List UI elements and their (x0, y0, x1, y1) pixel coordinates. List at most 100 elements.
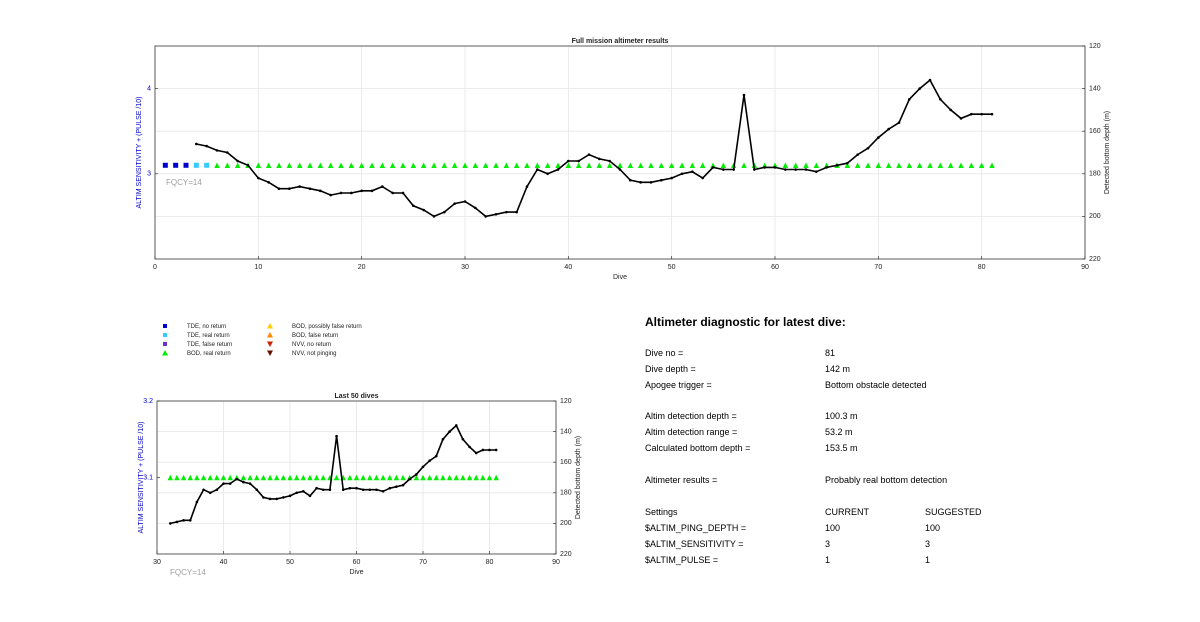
depth-point (525, 185, 529, 188)
bod-marker (947, 162, 954, 169)
depth-series-line (196, 78, 992, 218)
bod-marker (358, 162, 365, 169)
bod-marker (194, 474, 200, 481)
bod-marker (317, 162, 324, 169)
bod-marker (854, 162, 861, 169)
chart-title: Full mission altimeter results (572, 38, 669, 45)
fqcy-annotation: FQCY=14 (166, 178, 202, 187)
plot-area-frame (154, 45, 1086, 260)
depth-point (391, 191, 394, 195)
legend-marker-square (163, 333, 167, 337)
bod-marker (240, 474, 247, 481)
depth-point (494, 212, 498, 216)
sensitivity-label: $ALTIM_SENSITIVITY = (645, 539, 744, 549)
depth-point (773, 166, 777, 169)
legend-marker-triangle-up (267, 332, 273, 338)
depth-point (639, 181, 642, 184)
bod-marker (280, 474, 287, 481)
depth-point (866, 146, 870, 150)
depth-point (887, 127, 890, 131)
bod-marker (276, 162, 282, 169)
depth-point (321, 488, 325, 492)
depth-point (481, 448, 485, 452)
depth-point (598, 157, 601, 161)
depth-point (267, 181, 270, 184)
bod-marker (224, 162, 231, 169)
depth-point (453, 202, 456, 205)
tde-marker (173, 162, 179, 168)
depth-point (474, 206, 477, 210)
depth-point (474, 451, 478, 455)
y-right-tick-label: 160 (560, 459, 572, 466)
bod-marker (466, 474, 473, 481)
depth-point (182, 519, 185, 522)
depth-point (680, 172, 684, 176)
current-header: CURRENT (825, 507, 869, 517)
bod-marker (480, 474, 486, 481)
depth-point (918, 87, 921, 90)
bod-marker (320, 474, 326, 481)
bod-marker (413, 474, 420, 481)
bod-marker (844, 162, 851, 169)
bod-marker (493, 474, 499, 481)
bod-marker (637, 162, 644, 169)
bod-marker (273, 474, 280, 481)
depth-point (742, 93, 746, 97)
legend-label: TDE, false return (187, 342, 232, 348)
depth-point (195, 500, 199, 504)
depth-point (722, 168, 725, 171)
depth-point (949, 108, 952, 112)
bod-marker (227, 474, 233, 481)
fqcy-annotation: FQCY=14 (170, 568, 206, 577)
y-right-tick-label: 180 (1089, 171, 1101, 178)
bod-marker (167, 474, 174, 481)
x-tick-label: 30 (461, 264, 469, 271)
y-right-tick-label: 120 (560, 398, 572, 405)
x-tick-label: 90 (1081, 264, 1089, 271)
x-tick-label: 90 (552, 559, 560, 566)
bod-marker (596, 162, 603, 169)
x-tick-label: 80 (486, 559, 494, 566)
y-right-tick-label: 200 (1089, 213, 1101, 220)
bod-marker (978, 162, 985, 169)
depth-point (408, 477, 412, 481)
bod-marker (265, 162, 272, 169)
x-tick-label: 60 (353, 559, 361, 566)
tde-marker (162, 162, 168, 168)
bod-marker (916, 162, 923, 169)
legend-label: TDE, no return (187, 324, 226, 330)
depth-point (629, 178, 632, 182)
depth-point (350, 191, 353, 195)
bod-marker (555, 162, 561, 169)
bod-marker (214, 162, 220, 169)
depth-point (277, 187, 281, 191)
depth-point (711, 166, 715, 169)
bod-marker (486, 474, 493, 481)
depth-point (448, 430, 451, 433)
depth-point (515, 210, 518, 214)
depth-point (370, 189, 374, 193)
bod-marker (473, 474, 479, 481)
bod-marker (200, 474, 207, 481)
depth-point (348, 486, 352, 490)
settings-header: Settings (645, 507, 678, 517)
bod-marker (937, 162, 944, 169)
bod-marker (410, 162, 417, 169)
depth-point (222, 482, 225, 485)
altimeter-results-label: Altimeter results = (645, 475, 718, 485)
depth-point (257, 176, 260, 180)
depth-point (295, 491, 298, 495)
depth-point (670, 176, 673, 180)
y-left-tick-label: 4 (147, 85, 151, 92)
bod-marker (720, 162, 727, 169)
depth-point (691, 170, 694, 173)
bod-marker (287, 474, 293, 481)
x-tick-label: 40 (220, 559, 228, 566)
bod-marker (400, 474, 406, 481)
legend-marker-triangle-up (162, 350, 168, 356)
bod-marker (393, 474, 400, 481)
x-tick-label: 0 (153, 264, 157, 271)
depth-point (339, 191, 343, 195)
bod-marker (373, 474, 380, 481)
